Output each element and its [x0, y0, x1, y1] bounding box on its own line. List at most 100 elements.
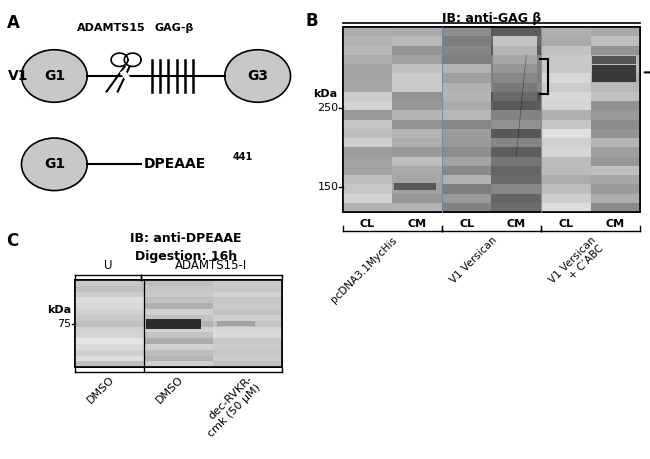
Bar: [75, 309, 144, 315]
Bar: [213, 315, 281, 321]
Bar: [541, 129, 591, 138]
Text: DMSO: DMSO: [155, 374, 185, 405]
Bar: [392, 92, 442, 101]
Bar: [541, 166, 591, 175]
Bar: [144, 344, 213, 350]
Bar: [541, 147, 591, 157]
Bar: [392, 101, 442, 110]
Bar: [392, 175, 442, 185]
Bar: [591, 110, 640, 119]
Bar: [213, 326, 281, 332]
Bar: [343, 129, 392, 138]
Bar: [491, 45, 541, 55]
Bar: [541, 194, 591, 203]
Bar: [591, 157, 640, 166]
Text: IB: anti-GAG β: IB: anti-GAG β: [442, 12, 541, 25]
Text: CM: CM: [506, 218, 526, 229]
Bar: [493, 83, 537, 92]
Bar: [213, 321, 281, 326]
Bar: [213, 280, 281, 286]
Bar: [343, 36, 392, 45]
Bar: [442, 45, 491, 55]
Bar: [491, 185, 541, 194]
Text: CM: CM: [606, 218, 625, 229]
Bar: [491, 175, 541, 185]
Bar: [144, 338, 213, 344]
Bar: [541, 157, 591, 166]
Bar: [392, 138, 442, 147]
Bar: [343, 185, 392, 194]
Bar: [591, 147, 640, 157]
Text: B: B: [306, 12, 318, 30]
Bar: [491, 73, 541, 83]
Bar: [75, 321, 144, 326]
Bar: [591, 27, 640, 36]
Bar: [442, 92, 491, 101]
Text: dec-RVKR-
cmk (50 μM): dec-RVKR- cmk (50 μM): [198, 374, 263, 439]
Bar: [144, 315, 213, 321]
Bar: [343, 55, 392, 64]
Bar: [442, 138, 491, 147]
Text: ADAMTS15: ADAMTS15: [77, 23, 146, 33]
Bar: [591, 73, 640, 83]
Bar: [75, 291, 144, 297]
Bar: [591, 129, 640, 138]
Bar: [442, 55, 491, 64]
Bar: [75, 280, 144, 286]
Bar: [442, 83, 491, 92]
Bar: [343, 45, 392, 55]
Text: U: U: [104, 259, 112, 272]
Bar: [493, 101, 537, 110]
Bar: [144, 350, 213, 356]
Bar: [591, 92, 640, 101]
Bar: [343, 119, 392, 129]
Bar: [493, 55, 537, 64]
Bar: [75, 350, 144, 356]
Bar: [491, 129, 541, 138]
Bar: [541, 83, 591, 92]
Bar: [343, 203, 392, 212]
Text: V1: V1: [8, 69, 29, 83]
Bar: [75, 356, 144, 361]
Bar: [541, 203, 591, 212]
Bar: [343, 64, 392, 73]
Bar: [491, 27, 541, 36]
Bar: [541, 92, 591, 101]
Bar: [491, 55, 541, 64]
Bar: [343, 27, 640, 212]
Bar: [144, 309, 213, 315]
Bar: [75, 315, 144, 321]
Bar: [343, 147, 392, 157]
Bar: [144, 326, 213, 332]
Bar: [541, 175, 591, 185]
Bar: [392, 27, 442, 36]
Bar: [442, 185, 491, 194]
Bar: [213, 332, 281, 338]
Text: C: C: [6, 232, 19, 250]
Circle shape: [21, 50, 87, 102]
Bar: [491, 194, 541, 203]
Bar: [144, 321, 213, 326]
Bar: [213, 356, 281, 361]
Bar: [392, 110, 442, 119]
Text: 250: 250: [317, 103, 339, 113]
Bar: [442, 166, 491, 175]
Bar: [75, 303, 144, 309]
Bar: [591, 203, 640, 212]
Bar: [343, 138, 392, 147]
Bar: [392, 147, 442, 157]
Bar: [217, 321, 255, 326]
Bar: [144, 303, 213, 309]
Bar: [392, 194, 442, 203]
Bar: [343, 175, 392, 185]
Bar: [442, 36, 491, 45]
Bar: [591, 119, 640, 129]
Bar: [343, 157, 392, 166]
Bar: [75, 326, 144, 332]
Bar: [343, 194, 392, 203]
Text: CL: CL: [558, 218, 573, 229]
Bar: [392, 129, 442, 138]
Bar: [491, 138, 541, 147]
Text: G1: G1: [44, 69, 65, 83]
Bar: [591, 36, 640, 45]
